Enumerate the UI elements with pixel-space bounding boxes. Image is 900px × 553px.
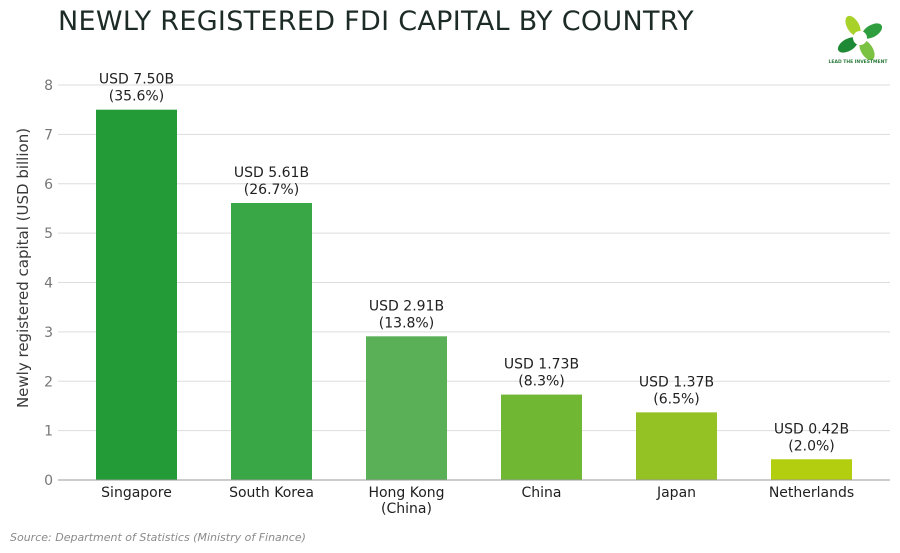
y-axis-label: Newly registered capital (USD billion) bbox=[14, 128, 32, 408]
y-tick-label: 2 bbox=[44, 374, 53, 390]
x-tick-label: South Korea bbox=[229, 485, 314, 501]
y-tick-label: 7 bbox=[44, 127, 53, 143]
y-tick-label: 6 bbox=[44, 177, 53, 193]
y-tick-label: 1 bbox=[44, 424, 53, 440]
logo-caption: LEAD THE INVESTMENT bbox=[828, 60, 888, 65]
grid-lines bbox=[58, 84, 890, 432]
x-tick-label: (China) bbox=[381, 501, 432, 517]
data-label: (35.6%) bbox=[109, 89, 164, 105]
x-tick-label: China bbox=[522, 485, 562, 501]
data-label: USD 0.42B bbox=[774, 421, 849, 437]
data-label: (13.8%) bbox=[379, 315, 434, 331]
x-axis-ticks: Singapore South Korea Hong Kong(China) Chin… bbox=[101, 485, 854, 517]
x-tick-label: Singapore bbox=[101, 485, 172, 501]
y-tick-label: 0 bbox=[44, 473, 53, 489]
source-note: Source: Department of Statistics (Minist… bbox=[10, 531, 306, 544]
logo-icon bbox=[837, 15, 883, 61]
x-tick-label: Hong Kong bbox=[368, 485, 444, 501]
bar bbox=[231, 203, 312, 480]
y-tick-label: 3 bbox=[44, 325, 53, 341]
bar bbox=[366, 336, 447, 480]
y-tick-label: 8 bbox=[44, 78, 53, 94]
data-label: (8.3%) bbox=[518, 374, 565, 390]
bar bbox=[96, 109, 177, 480]
bars bbox=[96, 109, 852, 480]
y-axis-ticks: 0 1 2 3 4 5 6 7 8 bbox=[44, 78, 53, 489]
chart-title: NEWLY REGISTERED FDI CAPITAL BY COUNTRY bbox=[58, 6, 694, 37]
bar bbox=[771, 459, 852, 480]
data-label: USD 7.50B bbox=[99, 72, 174, 88]
data-labels: USD 7.50B(35.6%) USD 5.61B(26.7%) USD 2.91… bbox=[99, 72, 849, 455]
data-label: (6.5%) bbox=[653, 391, 700, 407]
data-label: USD 1.37B bbox=[639, 374, 714, 390]
data-label: USD 5.61B bbox=[234, 165, 309, 181]
x-tick-label: Japan bbox=[656, 485, 696, 501]
y-tick-label: 5 bbox=[44, 226, 53, 242]
bar bbox=[501, 394, 582, 480]
x-tick-label: Netherlands bbox=[769, 485, 854, 501]
data-label: (2.0%) bbox=[788, 438, 835, 454]
data-label: USD 1.73B bbox=[504, 357, 579, 373]
data-label: USD 2.91B bbox=[369, 298, 444, 314]
data-label: (26.7%) bbox=[244, 182, 299, 198]
y-tick-label: 4 bbox=[44, 276, 53, 292]
bar bbox=[636, 412, 717, 480]
